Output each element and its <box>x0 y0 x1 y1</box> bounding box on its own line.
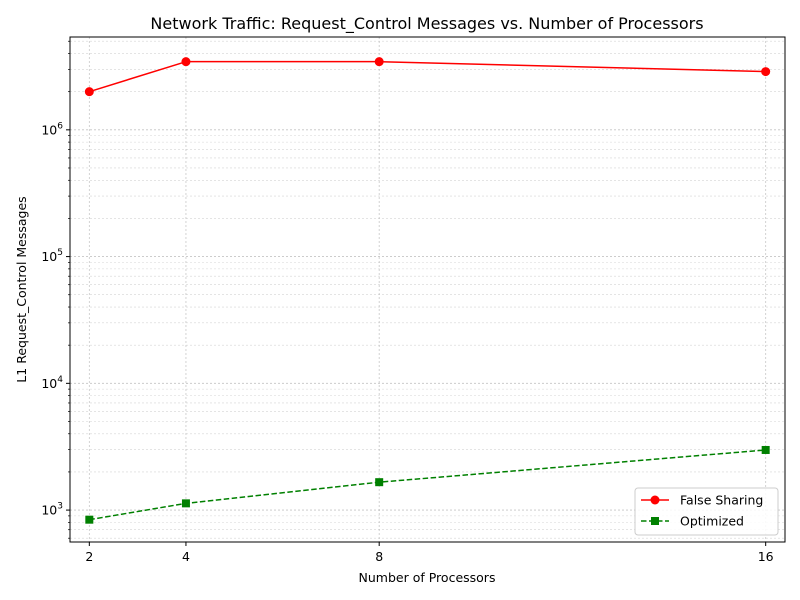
x-axis: 2 4 8 16 <box>85 542 774 564</box>
x-tick-label: 4 <box>182 549 190 564</box>
y-tick-label-exponent: 4 <box>57 375 63 385</box>
data-point-optimized <box>375 478 384 487</box>
x-tick-label: 16 <box>758 549 774 564</box>
y-tick-label-exponent: 5 <box>57 248 63 258</box>
plot-frame <box>69 36 786 543</box>
series-layer <box>84 57 771 524</box>
chart-title: Network Traffic: Request_Control Message… <box>150 14 703 34</box>
data-point-optimized <box>181 499 190 508</box>
y-tick-label-exponent: 6 <box>57 121 63 131</box>
legend-marker-false-sharing <box>650 495 660 505</box>
y-tick-label-base: 10 <box>41 503 57 518</box>
y-tick-label: 105 <box>41 248 63 264</box>
y-tick-label: 103 <box>41 502 63 518</box>
data-point-false-sharing <box>84 87 94 97</box>
y-tick-label: 106 <box>41 121 63 137</box>
data-point-optimized <box>761 445 770 454</box>
series-line-false-sharing <box>89 60 766 93</box>
data-point-false-sharing <box>181 57 191 67</box>
x-tick-label: 8 <box>375 549 383 564</box>
series-line-optimized <box>89 449 766 521</box>
y-tick-label-base: 10 <box>41 376 57 391</box>
x-tick-label: 2 <box>85 549 93 564</box>
legend-marker-optimized <box>651 517 659 525</box>
y-tick-label-base: 10 <box>41 122 57 137</box>
data-point-false-sharing <box>374 57 384 67</box>
data-point-optimized <box>85 515 94 524</box>
data-point-false-sharing <box>761 67 771 77</box>
legend: False Sharing Optimized <box>634 487 779 536</box>
legend-label-optimized: Optimized <box>680 514 744 529</box>
y-axis-label: L1 Request_Control Messages <box>14 196 29 382</box>
legend-box <box>634 487 779 536</box>
y-tick-label-exponent: 3 <box>57 502 63 512</box>
x-axis-label: Number of Processors <box>359 570 496 585</box>
grid <box>70 37 785 542</box>
y-tick-label-base: 10 <box>41 249 57 264</box>
y-tick-label: 104 <box>41 375 63 391</box>
legend-label-false-sharing: False Sharing <box>680 493 763 508</box>
